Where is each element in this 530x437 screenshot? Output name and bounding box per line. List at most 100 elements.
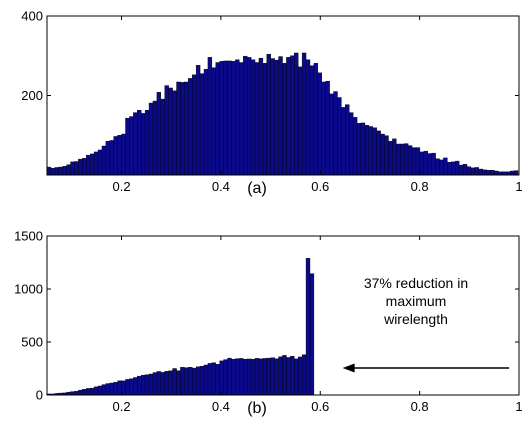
histogram-bar	[211, 362, 216, 396]
histogram-bar	[415, 147, 421, 176]
histogram-bar	[266, 53, 271, 176]
histogram-bar	[270, 357, 275, 396]
histogram-bar	[305, 258, 311, 396]
histogram-bar	[188, 367, 193, 396]
histogram-bar	[411, 147, 417, 176]
histogram-bar	[231, 61, 236, 176]
y-tick-label: 200	[21, 88, 43, 103]
histogram-panel-a: 0.2 0.4 0.6 0.8 1 200 400 (a)	[21, 9, 522, 198]
histogram-bar	[223, 359, 228, 396]
histogram-bar	[117, 135, 122, 176]
histogram-bar	[121, 133, 126, 176]
histogram-bar	[101, 384, 107, 396]
histogram-bar	[435, 158, 440, 176]
histogram-bar	[278, 56, 283, 176]
x-tick-label: 0.8	[411, 399, 429, 414]
histogram-bar	[129, 378, 134, 396]
x-tick-label: 1	[515, 399, 522, 414]
histogram-bar	[384, 135, 389, 176]
histogram-bar	[286, 57, 291, 176]
histogram-bar	[82, 158, 87, 176]
histogram-bar	[195, 366, 201, 396]
annotation-line-1: 37% reduction in	[364, 275, 468, 291]
x-tick-label: 0.8	[411, 179, 429, 194]
histogram-bar	[282, 355, 287, 396]
histogram-bar	[466, 166, 472, 176]
histogram-bar	[439, 159, 444, 176]
histogram-bar	[58, 166, 63, 176]
histogram-bar	[309, 273, 315, 396]
histogram-bar	[172, 368, 177, 396]
histogram-bar	[93, 386, 99, 396]
histogram-bar	[431, 152, 436, 176]
histogram-bar	[290, 356, 295, 396]
histogram-bar	[129, 116, 134, 176]
histogram-bar	[133, 112, 138, 176]
histogram-bar	[227, 357, 232, 396]
histogram-bar	[243, 55, 248, 176]
x-tick-label: 1	[515, 179, 522, 194]
histogram-bar	[137, 375, 142, 396]
histogram-bar	[243, 358, 248, 396]
histogram-bar	[180, 367, 185, 396]
histogram-bar	[156, 92, 162, 176]
histogram-bar	[156, 371, 162, 396]
histogram-bar	[451, 161, 456, 176]
histogram-bar	[54, 167, 59, 176]
histogram-bar	[239, 358, 244, 396]
histogram-bar	[509, 170, 515, 176]
x-tick-label: 0.4	[212, 399, 230, 414]
histogram-bar	[176, 81, 181, 176]
histogram-bar	[97, 385, 103, 396]
histogram-bar	[364, 125, 370, 176]
histogram-bar	[148, 373, 154, 396]
histogram-bar	[278, 356, 283, 396]
histogram-bar	[215, 364, 220, 396]
histogram-bar	[356, 123, 362, 176]
histogram-bar	[86, 154, 91, 176]
annotation-arrow-head	[342, 363, 355, 373]
histogram-bar	[313, 63, 319, 176]
histogram-bar	[78, 158, 83, 176]
histogram-bar	[184, 367, 189, 396]
histogram-bar	[152, 372, 158, 396]
histogram-bar	[235, 358, 240, 396]
histogram-bar	[125, 379, 130, 396]
histogram-bar	[46, 166, 52, 176]
histogram-bar	[298, 66, 303, 176]
histogram-bar	[290, 55, 295, 176]
histogram-bar	[164, 85, 169, 176]
histogram-bar	[203, 69, 209, 176]
histogram-bar	[140, 374, 146, 396]
histogram-bar	[455, 160, 460, 176]
reduction-annotation: 37% reduction in maximum wirelength	[342, 275, 510, 373]
histogram-bar	[160, 372, 165, 396]
histogram-bar	[113, 382, 118, 396]
histogram-bar	[372, 127, 377, 176]
histogram-bar	[117, 380, 122, 396]
histogram-bar	[474, 167, 479, 176]
histogram-bar	[184, 81, 189, 176]
histogram-bar	[305, 59, 311, 176]
histogram-bar	[192, 367, 197, 396]
x-tick-label: 0.6	[311, 399, 329, 414]
histogram-bar	[325, 80, 330, 176]
histogram-bar	[376, 130, 381, 176]
histogram-bar	[199, 73, 205, 176]
histogram-bar	[239, 62, 244, 176]
histogram-bar	[125, 117, 130, 176]
histogram-bar	[294, 358, 299, 396]
histogram-bar	[470, 167, 476, 176]
histogram-bar	[423, 150, 428, 176]
histogram-bar	[211, 67, 216, 176]
histogram-bar	[219, 360, 224, 396]
histogram-bar	[89, 387, 95, 396]
histogram-bar	[137, 110, 142, 176]
histogram-bar	[392, 138, 397, 176]
histogram-b-bars	[46, 258, 315, 396]
histogram-bar	[101, 145, 107, 176]
histogram-bar	[427, 153, 432, 176]
histogram-bar	[86, 388, 91, 396]
histogram-bar	[294, 52, 299, 176]
histogram-bar	[337, 97, 342, 176]
